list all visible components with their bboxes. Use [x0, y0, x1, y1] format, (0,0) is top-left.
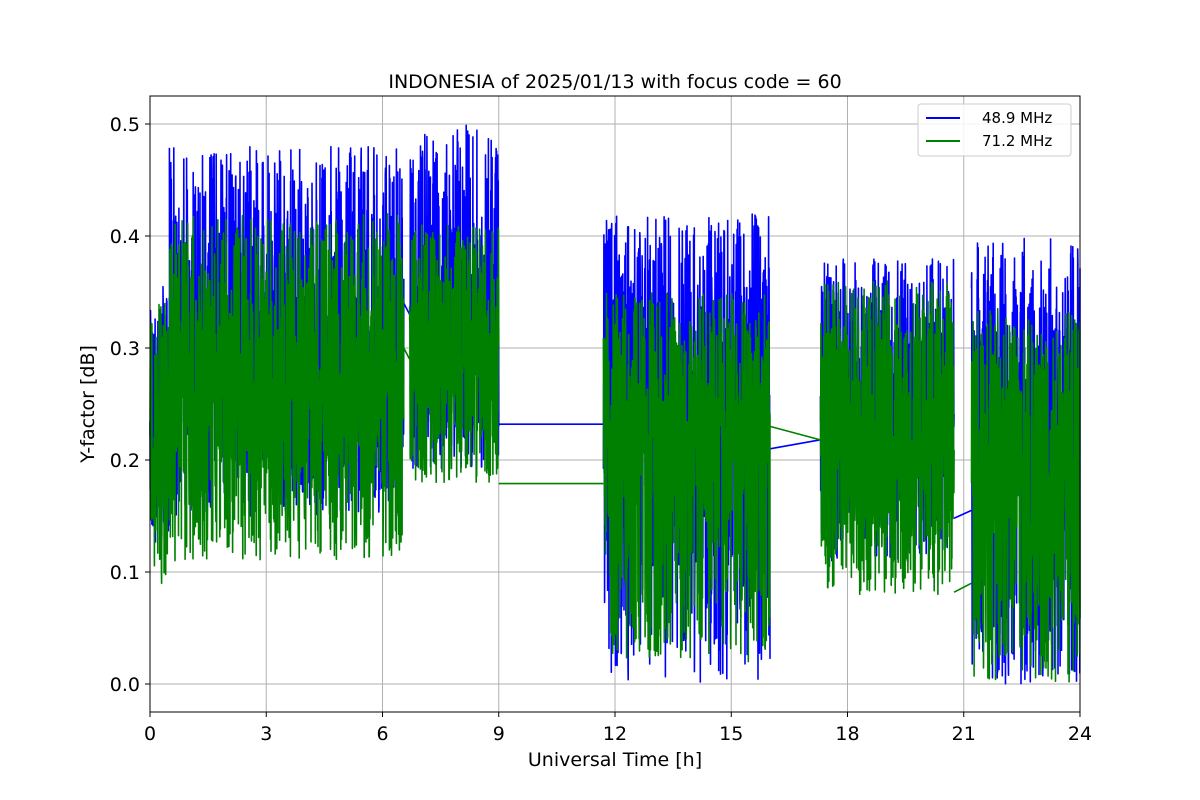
y-tick-label: 0.3: [110, 338, 140, 360]
series-connector: [769, 425, 821, 441]
x-tick-label: 24: [1068, 723, 1092, 745]
x-tick-label: 15: [719, 723, 743, 745]
series-connector: [403, 347, 411, 360]
y-tick-label: 0.4: [110, 226, 140, 248]
x-tick-label: 6: [376, 723, 388, 745]
series-segment: [970, 307, 1081, 683]
legend-label-48-9-mhz: 48.9 MHz: [982, 109, 1052, 127]
series-connector: [403, 302, 411, 315]
series-segment: [819, 280, 955, 596]
x-tick-label: 3: [260, 723, 272, 745]
legend-label-71-2-mhz: 71.2 MHz: [982, 132, 1052, 150]
chart-title: INDONESIA of 2025/01/13 with focus code …: [388, 71, 841, 93]
series-71-2-mhz: [149, 213, 1081, 683]
x-axis-label: Universal Time [h]: [528, 749, 702, 771]
y-tick-label: 0.5: [110, 114, 140, 136]
series-segment: [168, 213, 405, 562]
y-axis-ticks: 0.0 0.1 0.2 0.3 0.4 0.5: [110, 114, 150, 696]
series-segment: [149, 302, 171, 584]
x-tick-label: 0: [144, 723, 156, 745]
y-tick-label: 0.2: [110, 450, 140, 472]
series-connector: [953, 509, 972, 519]
legend: 48.9 MHz 71.2 MHz: [917, 103, 1072, 157]
series-segment: [602, 292, 771, 663]
x-axis-ticks: 0 3 6 9 12 15 18 21 24: [144, 712, 1092, 745]
x-tick-label: 18: [835, 723, 859, 745]
x-tick-label: 21: [952, 723, 976, 745]
x-tick-label: 9: [493, 723, 505, 745]
series-connector: [953, 582, 972, 593]
series-segment: [408, 224, 500, 484]
y-tick-label: 0.1: [110, 562, 140, 584]
series-layer: [149, 124, 1081, 685]
y-axis-label: Y-factor [dB]: [77, 345, 99, 464]
x-tick-label: 12: [603, 723, 627, 745]
y-tick-label: 0.0: [110, 674, 140, 696]
series-connector: [769, 439, 821, 450]
